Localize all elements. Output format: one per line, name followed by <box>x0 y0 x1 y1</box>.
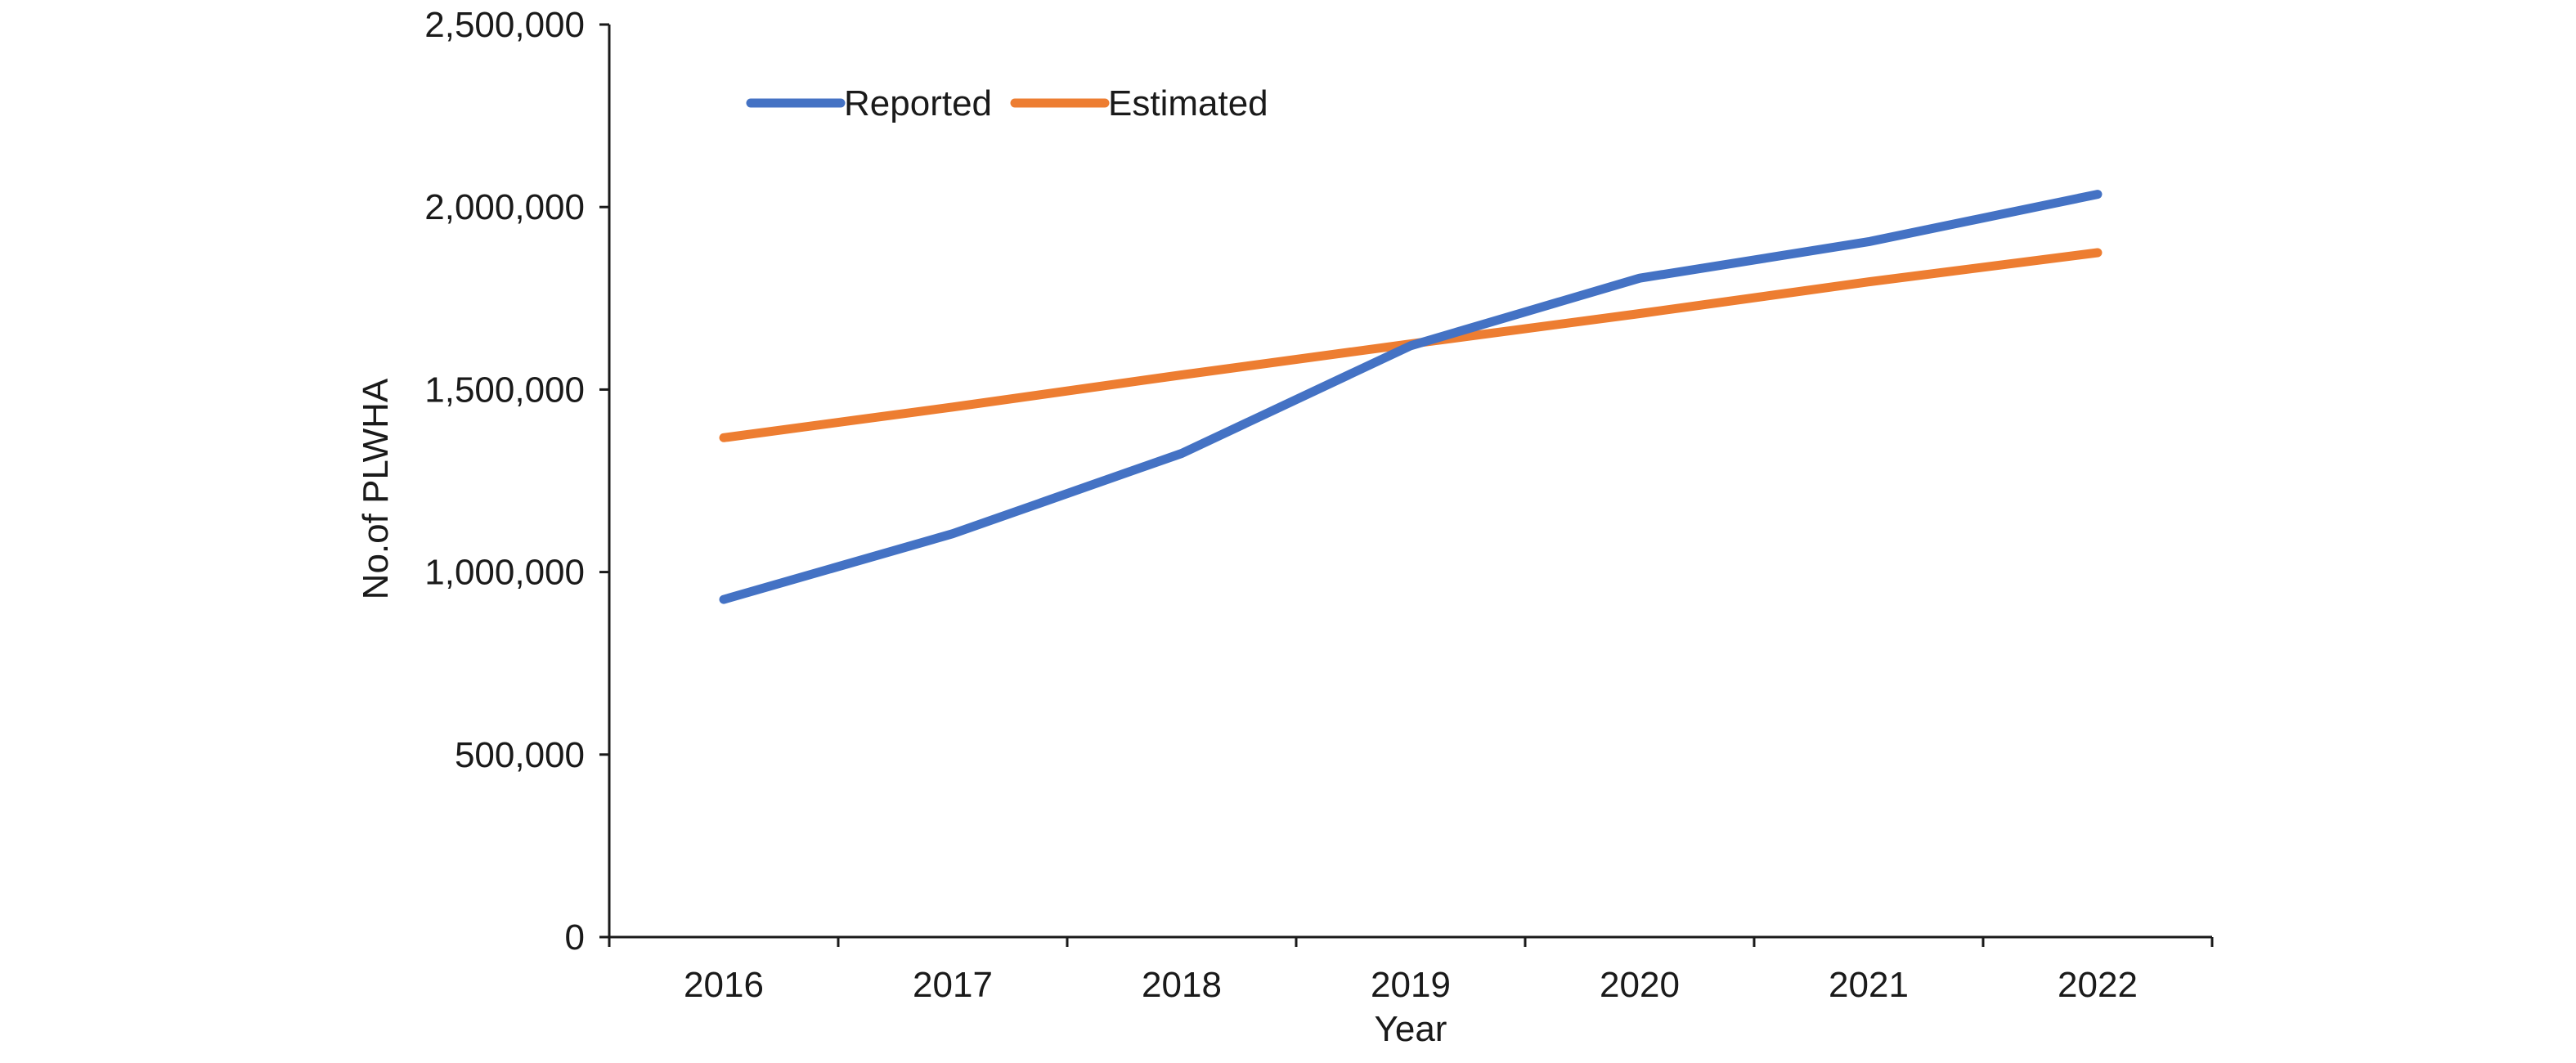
series-line-reported <box>719 190 2103 604</box>
legend-label-reported: Reported <box>844 83 992 123</box>
y-tick-label: 1,000,000 <box>424 553 585 593</box>
x-tick-label: 2019 <box>1371 965 1451 1005</box>
x-tick-label: 2017 <box>913 965 993 1005</box>
x-axis-ticks: 2016 2017 2018 2019 2020 2021 2022 <box>608 937 2214 1005</box>
series-lines <box>719 190 2103 604</box>
x-tick-label: 2016 <box>684 965 764 1005</box>
y-tick-label: 2,500,000 <box>424 5 585 45</box>
y-axis-title: No.of PLWHA <box>356 378 396 599</box>
y-tick-label: 0 <box>565 917 585 958</box>
y-axis-ticks: 0 500,000 1,000,000 1,500,000 2,000,000 2,500… <box>424 5 609 958</box>
y-tick-label: 2,000,000 <box>424 187 585 227</box>
x-axis-title: Year <box>1375 1009 1447 1049</box>
y-tick-label: 500,000 <box>455 735 585 775</box>
x-tick-label: 2021 <box>1829 965 1909 1005</box>
legend-label-estimated: Estimated <box>1108 83 1268 123</box>
legend: Reported Estimated <box>746 83 1268 123</box>
x-tick-label: 2020 <box>1600 965 1680 1005</box>
chart-axes <box>608 25 2212 939</box>
x-tick-label: 2018 <box>1142 965 1222 1005</box>
y-tick-label: 1,500,000 <box>424 370 585 410</box>
x-tick-label: 2022 <box>2058 965 2138 1005</box>
